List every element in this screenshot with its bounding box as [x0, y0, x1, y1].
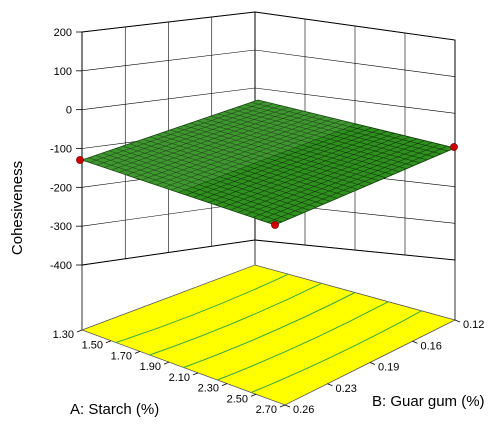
x-tick-mark: [250, 393, 257, 397]
x-tick-mark: [105, 340, 112, 344]
surface-mesh-line: [208, 131, 387, 203]
x-tick-mark: [221, 383, 228, 386]
surface-mesh-line: [203, 118, 400, 172]
floor-contours: [115, 273, 422, 393]
design-point: [450, 143, 458, 151]
x-tick-mark: [76, 329, 83, 333]
surface-mesh-line: [244, 104, 442, 155]
z-tick-label: 100: [54, 66, 72, 78]
z-axis-label: Cohesiveness: [9, 161, 26, 255]
surface-mesh-line: [190, 122, 386, 178]
design-points: [76, 143, 458, 229]
surface-mesh-line: [200, 129, 380, 201]
floor-contour-line: [250, 310, 422, 393]
y-tick-label: 0.19: [378, 362, 399, 374]
y-tick-mark: [369, 362, 376, 365]
x-tick-label: 2.50: [227, 393, 248, 405]
surface-mesh-line: [183, 125, 379, 181]
z-axis-ticks: 200 100 0 -100 -200 -300 -400: [50, 27, 82, 272]
x-tick-mark: [134, 351, 141, 354]
x-tick-label: 1.70: [111, 350, 132, 362]
floor-contour-line: [115, 273, 289, 343]
floor-contour-line: [183, 292, 356, 368]
y-axis-ticks: 0.12 0.16 0.19 0.23 0.26: [284, 319, 484, 416]
x-tick-mark: [163, 361, 170, 365]
surface-mesh-line: [193, 127, 372, 198]
z-tick-label: -300: [50, 221, 72, 233]
x-axis-label: A: Starch (%): [70, 401, 159, 418]
floor-contour-line: [217, 301, 389, 381]
contour-floor: [80, 264, 457, 406]
surface-mesh-line: [260, 144, 440, 221]
z-tick-label: -400: [50, 260, 72, 272]
response-surface: [80, 99, 457, 226]
z-tick-label: 200: [54, 27, 72, 39]
surface-mesh-line: [224, 111, 421, 164]
z-tick-label: -100: [50, 144, 72, 156]
x-tick-mark: [279, 404, 286, 408]
surface-mesh-line: [217, 113, 414, 167]
y-tick-mark: [454, 319, 461, 323]
x-tick-label: 1.50: [82, 340, 103, 352]
surface-mesh-line: [230, 108, 428, 161]
surface-sheen: [82, 100, 357, 193]
surface-mesh-line: [185, 125, 365, 196]
y-tick-label: 0.26: [293, 404, 314, 416]
y-tick-mark: [327, 383, 333, 387]
surface-mesh-line: [251, 102, 449, 152]
z-tick-label: -200: [50, 182, 72, 194]
y-axis-label: B: Guar gum (%): [372, 393, 485, 410]
x-tick-mark: [192, 372, 199, 376]
surface-mesh-line: [237, 106, 435, 158]
surface-mesh-line: [197, 120, 393, 175]
surface-mesh-line: [245, 140, 425, 216]
y-tick-mark: [412, 340, 418, 344]
y-tick-label: 0.16: [421, 340, 442, 352]
x-axis-ticks: 1.30 1.50 1.70 1.90 2.10 2.30 2.50 2.70: [53, 329, 286, 416]
surface-mesh-line: [222, 134, 403, 208]
surface-mesh-line: [267, 145, 448, 223]
y-tick-label: 0.23: [336, 383, 357, 395]
surface-mesh-line: [252, 142, 433, 218]
surface-mesh-line: [176, 127, 372, 184]
y-tick-label: 0.12: [463, 319, 484, 331]
surface-mesh-line: [210, 115, 407, 169]
surface-mesh-line: [215, 132, 395, 206]
x-tick-label: 2.30: [198, 383, 219, 395]
x-tick-label: 1.30: [53, 329, 74, 341]
x-tick-label: 2.10: [169, 372, 190, 384]
z-tick-label: 0: [66, 105, 72, 117]
surface-mesh-line: [178, 123, 357, 193]
y-tick-mark: [284, 404, 291, 408]
x-tick-label: 1.90: [140, 361, 161, 373]
floor-contour-line: [149, 282, 322, 356]
design-point: [271, 221, 279, 229]
surface-mesh-line: [237, 138, 418, 213]
surface-mesh-line: [230, 136, 410, 211]
x-tick-label: 2.70: [256, 404, 277, 416]
design-point: [76, 156, 84, 164]
